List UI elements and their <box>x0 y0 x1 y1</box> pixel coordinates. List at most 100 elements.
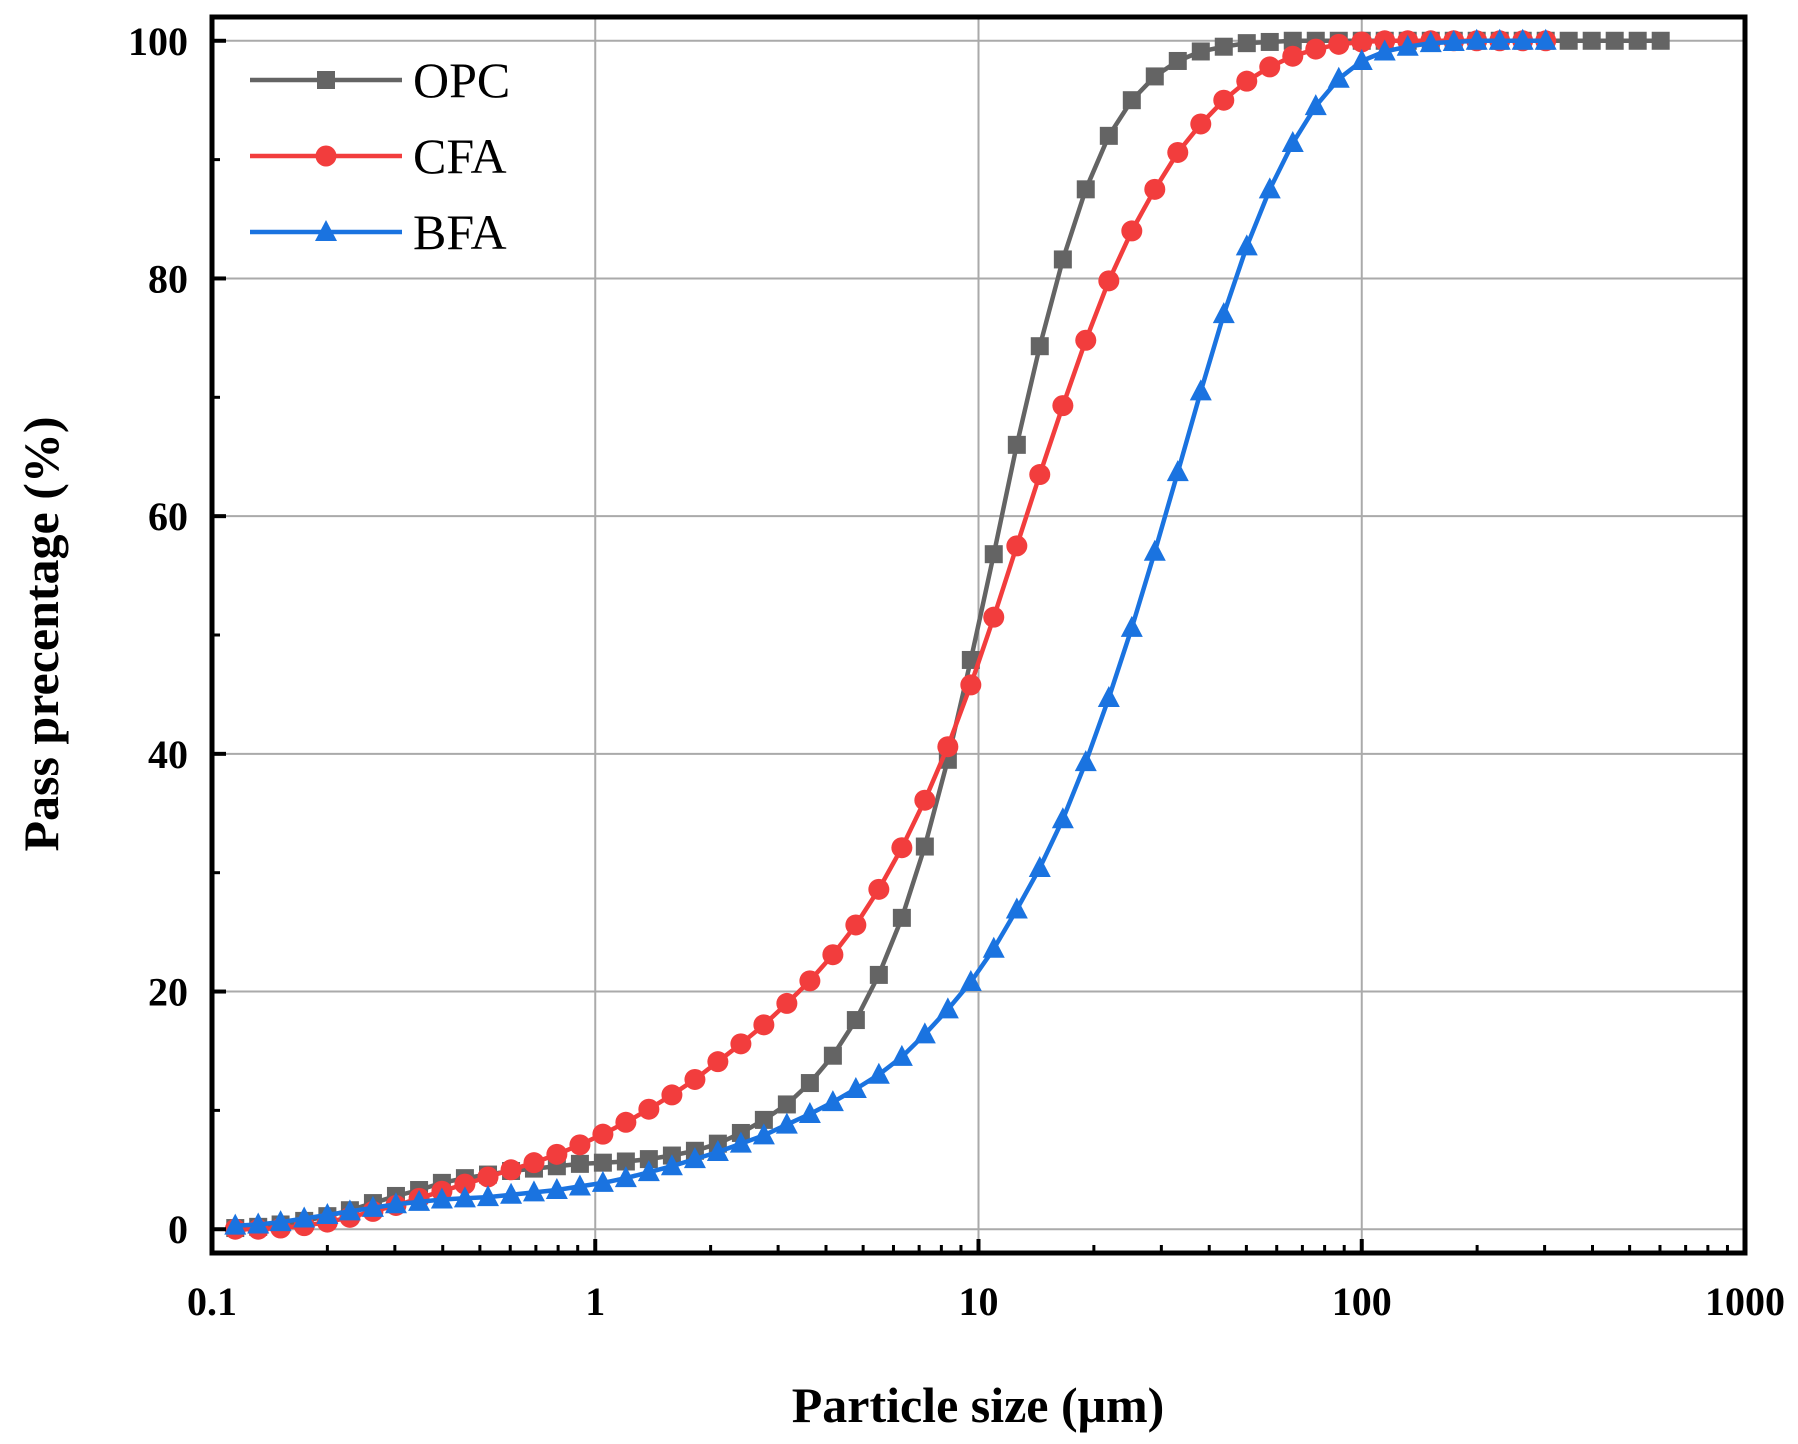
bfa-point <box>683 1147 706 1169</box>
opc-point <box>1628 31 1647 50</box>
bfa-point <box>982 936 1005 958</box>
opc-point <box>1605 31 1624 50</box>
cfa-point <box>822 944 844 966</box>
legend-marker-opc <box>317 71 335 89</box>
bfa-point <box>453 1186 476 1208</box>
cfa-point <box>615 1111 637 1133</box>
cfa-point <box>960 674 982 696</box>
bfa-point <box>408 1189 431 1211</box>
bfa-point <box>477 1185 500 1207</box>
cfa-line <box>235 38 1546 1232</box>
bfa-point <box>293 1206 316 1228</box>
bfa-point <box>1396 34 1419 56</box>
opc-point <box>892 908 911 927</box>
cfa-point <box>1098 270 1120 292</box>
opc-point <box>570 1154 589 1173</box>
bfa-point <box>821 1090 844 1112</box>
legend-marker-cfa <box>315 145 337 167</box>
bfa-point <box>224 1213 247 1235</box>
opc-point <box>1191 42 1210 61</box>
cfa-point <box>477 1166 499 1188</box>
bfa-point <box>1511 28 1534 50</box>
legend: OPC CFA BFA <box>250 52 510 260</box>
bfa-point <box>522 1180 545 1202</box>
bfa-point <box>1258 177 1281 199</box>
legend-label-bfa: BFA <box>413 204 507 260</box>
cfa-point <box>707 1051 729 1073</box>
opc-point <box>1260 32 1279 51</box>
y-tick-label: 20 <box>148 970 188 1015</box>
cfa-point <box>569 1134 591 1156</box>
cfa-point <box>891 837 913 859</box>
bfa-point <box>1235 234 1258 256</box>
cfa-point <box>753 1014 775 1036</box>
bfa-point <box>959 970 982 992</box>
opc-point <box>1099 126 1118 145</box>
bfa-point <box>500 1182 523 1204</box>
cfa-point <box>1305 38 1327 60</box>
cfa-point <box>592 1123 614 1145</box>
bfa-point <box>1488 28 1511 50</box>
cfa-point <box>454 1173 476 1195</box>
bfa-line <box>235 38 1546 1228</box>
opc-point <box>961 650 980 669</box>
cfa-point <box>684 1068 706 1090</box>
cfa-point <box>799 970 821 992</box>
bfa-point <box>1281 130 1304 152</box>
bfa-point <box>660 1154 683 1176</box>
cfa-point <box>1167 141 1189 163</box>
cfa-point <box>868 878 890 900</box>
cfa-point <box>523 1152 545 1174</box>
bfa-point <box>384 1192 407 1214</box>
bfa-point <box>936 997 959 1019</box>
y-axis-title: Pass precentage (%) <box>13 416 69 851</box>
opc-point <box>1214 37 1233 56</box>
cfa-point <box>1213 89 1235 111</box>
opc-point <box>1053 250 1072 269</box>
bfa-point <box>1304 94 1327 116</box>
opc-point <box>754 1110 773 1129</box>
legend-item-bfa: BFA <box>250 204 507 260</box>
series-group <box>224 28 1670 1240</box>
bfa-point <box>1051 807 1074 829</box>
bfa-point <box>316 1202 339 1224</box>
bfa-point <box>269 1210 292 1232</box>
bfa-point <box>1143 539 1166 561</box>
bfa-point <box>752 1123 775 1145</box>
bfa-point <box>1465 28 1488 50</box>
cfa-point <box>776 992 798 1014</box>
bfa-point <box>1166 460 1189 482</box>
cfa-point <box>1144 178 1166 200</box>
bfa-point <box>729 1131 752 1153</box>
bfa-point <box>1373 39 1396 61</box>
cfa-point <box>937 736 959 758</box>
y-tick-label: 60 <box>148 494 188 539</box>
bfa-point <box>706 1139 729 1161</box>
cfa-point <box>1328 33 1350 55</box>
cfa-point <box>1282 45 1304 67</box>
cfa-point <box>1052 395 1074 417</box>
cfa-point <box>500 1159 522 1181</box>
bfa-point <box>1028 855 1051 877</box>
legend-item-opc: OPC <box>250 52 510 108</box>
cfa-point <box>1351 31 1373 53</box>
bfa-point <box>1120 615 1143 637</box>
opc-point <box>1168 51 1187 70</box>
cfa-point <box>1006 535 1028 557</box>
legend-item-cfa: CFA <box>250 128 507 184</box>
opc-point <box>593 1153 612 1172</box>
opc-point <box>869 965 888 984</box>
opc-point <box>1145 67 1164 86</box>
cfa-point <box>546 1143 568 1165</box>
opc-point <box>1559 31 1578 50</box>
series-bfa <box>224 28 1557 1235</box>
bfa-point <box>775 1112 798 1134</box>
opc-point <box>984 545 1003 564</box>
cfa-point <box>1029 464 1051 486</box>
bfa-point <box>430 1187 453 1209</box>
bfa-point <box>844 1076 867 1098</box>
bfa-point <box>1419 31 1442 53</box>
